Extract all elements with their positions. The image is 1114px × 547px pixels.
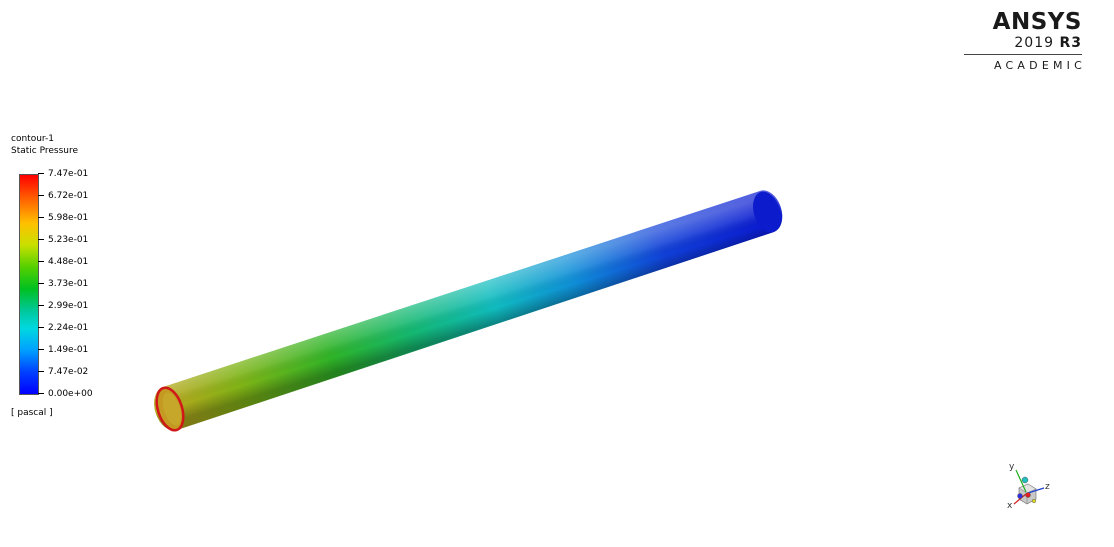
legend-colorbar [19, 174, 39, 395]
legend-tick-label: 2.24e-01 [38, 322, 88, 334]
logo-version-line: 2019 R3 [964, 35, 1082, 51]
triad-icon [1013, 469, 1045, 505]
legend-tick-label: 3.73e-01 [38, 278, 88, 290]
legend-tick-label: 6.72e-01 [38, 190, 88, 202]
logo-version: 2019 [1014, 35, 1055, 51]
legend-contour-name: contour-1 [11, 134, 54, 144]
legend-tick-label: 7.47e-02 [38, 366, 88, 378]
logo-edition: ACADEMIC [994, 59, 1086, 72]
triad-label-z: z [1045, 482, 1050, 492]
legend-tick-label: 4.48e-01 [38, 256, 88, 268]
legend-units: [ pascal ] [11, 408, 53, 418]
logo-release: R3 [1059, 35, 1082, 51]
legend-tick-label: 7.47e-01 [38, 168, 88, 180]
legend-title: contour-1 Static Pressure [11, 133, 78, 157]
legend-variable: Static Pressure [11, 146, 79, 156]
legend-tick-label: 5.23e-01 [38, 234, 88, 246]
triad-label-x: x [1007, 501, 1013, 511]
legend-tick-label: 2.99e-01 [38, 300, 88, 312]
legend-tick-label: 5.98e-01 [38, 212, 88, 224]
triad-label-y: y [1009, 462, 1015, 472]
orientation-triad[interactable]: y z x [1004, 462, 1064, 514]
logo-brand: ANSYS [992, 9, 1082, 35]
logo-rule [964, 54, 1082, 55]
legend-tick-label: 0.00e+00 [38, 388, 93, 400]
legend-tick-label: 1.49e-01 [38, 344, 88, 356]
legend-ticks: 7.47e-01 6.72e-01 5.98e-01 5.23e-01 4.48… [38, 169, 108, 399]
ansys-logo: ANSYS 2019 R3 ACADEMIC [964, 10, 1082, 72]
